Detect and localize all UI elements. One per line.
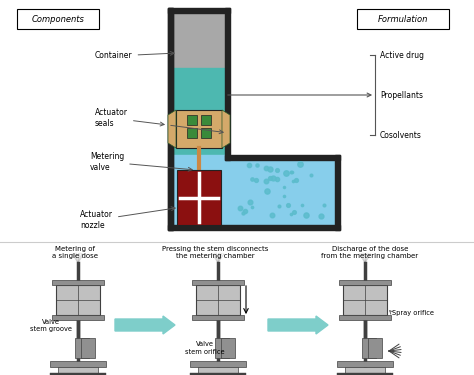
Bar bbox=[168, 8, 173, 230]
Bar bbox=[168, 8, 173, 230]
Bar bbox=[52, 280, 104, 285]
Bar bbox=[50, 373, 106, 375]
Bar bbox=[215, 338, 229, 358]
Text: Pressing the stem disconnects
the metering chamber: Pressing the stem disconnects the meteri… bbox=[162, 246, 268, 259]
Text: Propellants: Propellants bbox=[380, 90, 423, 99]
Bar bbox=[337, 361, 393, 367]
Bar bbox=[196, 285, 240, 315]
Bar bbox=[225, 155, 340, 160]
Bar bbox=[335, 155, 340, 230]
Text: Cosolvents: Cosolvents bbox=[380, 130, 422, 140]
Text: Components: Components bbox=[32, 15, 84, 24]
Bar bbox=[345, 367, 385, 375]
Text: Spray orifice: Spray orifice bbox=[392, 310, 434, 316]
Bar bbox=[192, 280, 244, 285]
FancyArrow shape bbox=[268, 316, 328, 334]
Polygon shape bbox=[168, 110, 176, 148]
Text: Actuator
nozzle: Actuator nozzle bbox=[80, 207, 175, 230]
Text: Formulation: Formulation bbox=[378, 15, 428, 24]
Bar bbox=[173, 68, 225, 155]
Bar bbox=[176, 110, 222, 148]
Bar bbox=[56, 285, 100, 315]
Bar bbox=[75, 338, 89, 358]
Bar bbox=[368, 338, 382, 358]
Bar bbox=[221, 338, 235, 358]
Bar bbox=[339, 315, 391, 320]
Bar bbox=[177, 170, 221, 225]
Bar bbox=[52, 315, 104, 320]
FancyArrow shape bbox=[115, 316, 175, 334]
Bar bbox=[225, 160, 335, 225]
Bar bbox=[190, 373, 246, 375]
Text: Active drug: Active drug bbox=[380, 51, 424, 60]
Bar bbox=[343, 285, 387, 315]
Bar bbox=[50, 361, 106, 367]
Bar bbox=[190, 361, 246, 367]
Text: Valve
stem groove: Valve stem groove bbox=[30, 320, 72, 333]
FancyBboxPatch shape bbox=[17, 9, 99, 29]
Bar bbox=[173, 13, 225, 68]
Bar bbox=[173, 155, 225, 225]
Bar bbox=[337, 373, 393, 375]
Text: Actuator
seals: Actuator seals bbox=[95, 108, 164, 128]
Text: Metering of
a single dose: Metering of a single dose bbox=[52, 246, 98, 259]
Text: Container: Container bbox=[95, 51, 174, 60]
FancyBboxPatch shape bbox=[357, 9, 449, 29]
Bar bbox=[201, 115, 211, 125]
Bar bbox=[58, 367, 98, 375]
Bar bbox=[192, 315, 244, 320]
Bar bbox=[187, 115, 197, 125]
Bar bbox=[168, 8, 230, 13]
Bar bbox=[187, 128, 197, 138]
Bar bbox=[198, 367, 238, 375]
Bar bbox=[168, 225, 340, 230]
Bar bbox=[225, 8, 230, 160]
Text: Valve
stem orifice: Valve stem orifice bbox=[185, 342, 225, 354]
Text: Metering
valve: Metering valve bbox=[90, 152, 192, 172]
Bar bbox=[81, 338, 95, 358]
Text: Discharge of the dose
from the metering chamber: Discharge of the dose from the metering … bbox=[321, 246, 419, 259]
Bar bbox=[201, 128, 211, 138]
Bar bbox=[339, 280, 391, 285]
Polygon shape bbox=[222, 110, 230, 148]
Bar bbox=[362, 338, 376, 358]
